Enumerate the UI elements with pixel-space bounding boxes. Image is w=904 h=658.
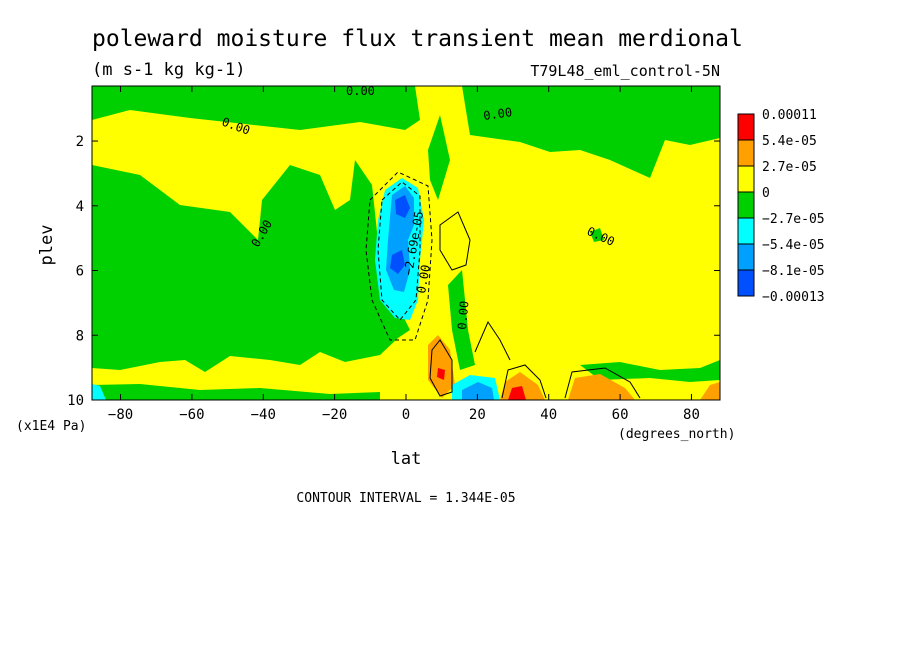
legend-swatch — [737, 269, 755, 297]
x-tick-label: 0 — [402, 407, 410, 423]
legend-swatch — [737, 217, 755, 245]
cyan-cell-south-surface — [92, 384, 106, 400]
contour-solid-50n — [564, 367, 641, 399]
x-tick-label: −20 — [322, 407, 347, 423]
dataset-label: T79L48_eml_control-5N — [530, 62, 720, 80]
contour-solid-20n — [474, 320, 511, 361]
legend-swatch — [737, 243, 755, 271]
y-tick-label: 6 — [76, 264, 84, 280]
x-tick-label: 80 — [683, 407, 700, 423]
green-region-top-north — [462, 86, 720, 178]
green-region-equator-strip — [428, 115, 450, 200]
contour-label: 0.00 — [414, 264, 433, 295]
legend-swatch — [737, 165, 755, 193]
chart-title: poleward moisture flux transient mean me… — [92, 26, 743, 52]
contour-label: 0.00 — [455, 300, 471, 330]
x-axis-label: lat — [391, 449, 422, 469]
x-tick-label: 20 — [469, 407, 486, 423]
legend-swatch — [737, 139, 755, 167]
green-patch-50n — [590, 228, 604, 242]
x-tick-label: −60 — [179, 407, 204, 423]
y-tick-label: 8 — [76, 328, 84, 344]
chart-units: (m s-1 kg kg-1) — [92, 60, 246, 80]
y-axis: 2 4 6 8 10 — [67, 134, 720, 409]
x-units-label: (degrees_north) — [618, 427, 735, 442]
contour-lines — [365, 171, 641, 399]
orange-cell-85n — [700, 382, 720, 400]
y-units-label: (x1E4 Pa) — [16, 419, 86, 434]
legend-label: −0.00013 — [762, 290, 825, 305]
y-tick-label: 4 — [76, 199, 84, 215]
contour-solid-30n — [501, 364, 547, 399]
x-tick-label: 60 — [612, 407, 629, 423]
red-cell-10n — [437, 368, 445, 380]
legend-swatch — [737, 113, 755, 141]
y-axis-label: plev — [37, 225, 57, 266]
color-legend: 0.00011 5.4e-05 2.7e-05 0 −2.7e-05 −5.4e-05 −8… — [737, 108, 825, 305]
orange-cell-50n — [568, 374, 635, 400]
contour-dashed-outer — [365, 171, 433, 341]
contour-dashed-inner — [377, 181, 421, 321]
x-tick-label: −80 — [108, 407, 133, 423]
legend-swatch — [737, 191, 755, 219]
legend-label: −5.4e-05 — [762, 238, 825, 253]
contour-solid-equator — [439, 211, 471, 271]
blue-cell-20n — [462, 382, 494, 400]
deep-blue-core — [390, 195, 410, 274]
legend-label: −2.7e-05 — [762, 212, 825, 227]
x-tick-label: 40 — [540, 407, 557, 423]
contour-interval-note: CONTOUR INTERVAL = 1.344E-05 — [296, 491, 515, 506]
contour-label: 0.00 — [482, 105, 513, 123]
green-region-southern-body — [92, 160, 410, 372]
contour-solid-10n — [429, 339, 453, 397]
plot-area: 0.00 0.00 0.00 0.00 0.00 0.00 0.00 −2.69… — [92, 84, 720, 400]
green-region-surface-north — [580, 360, 720, 382]
legend-label: 5.4e-05 — [762, 134, 817, 149]
green-region-near-20n — [448, 270, 475, 370]
legend-label: 2.7e-05 — [762, 160, 817, 175]
green-region-surface-south — [92, 384, 380, 400]
red-cell-30n — [508, 386, 526, 400]
legend-label: −8.1e-05 — [762, 264, 825, 279]
y-tick-label: 10 — [67, 393, 84, 409]
y-tick-label: 2 — [76, 134, 84, 150]
orange-cell-10n — [428, 335, 455, 398]
legend-label: 0.00011 — [762, 108, 817, 123]
contour-label: 0.00 — [346, 84, 375, 98]
green-region-top — [92, 86, 420, 130]
legend-label: 0 — [762, 186, 770, 201]
x-tick-label: −40 — [251, 407, 276, 423]
x-axis: −80 −60 −40 −20 0 20 40 60 80 — [108, 86, 700, 423]
